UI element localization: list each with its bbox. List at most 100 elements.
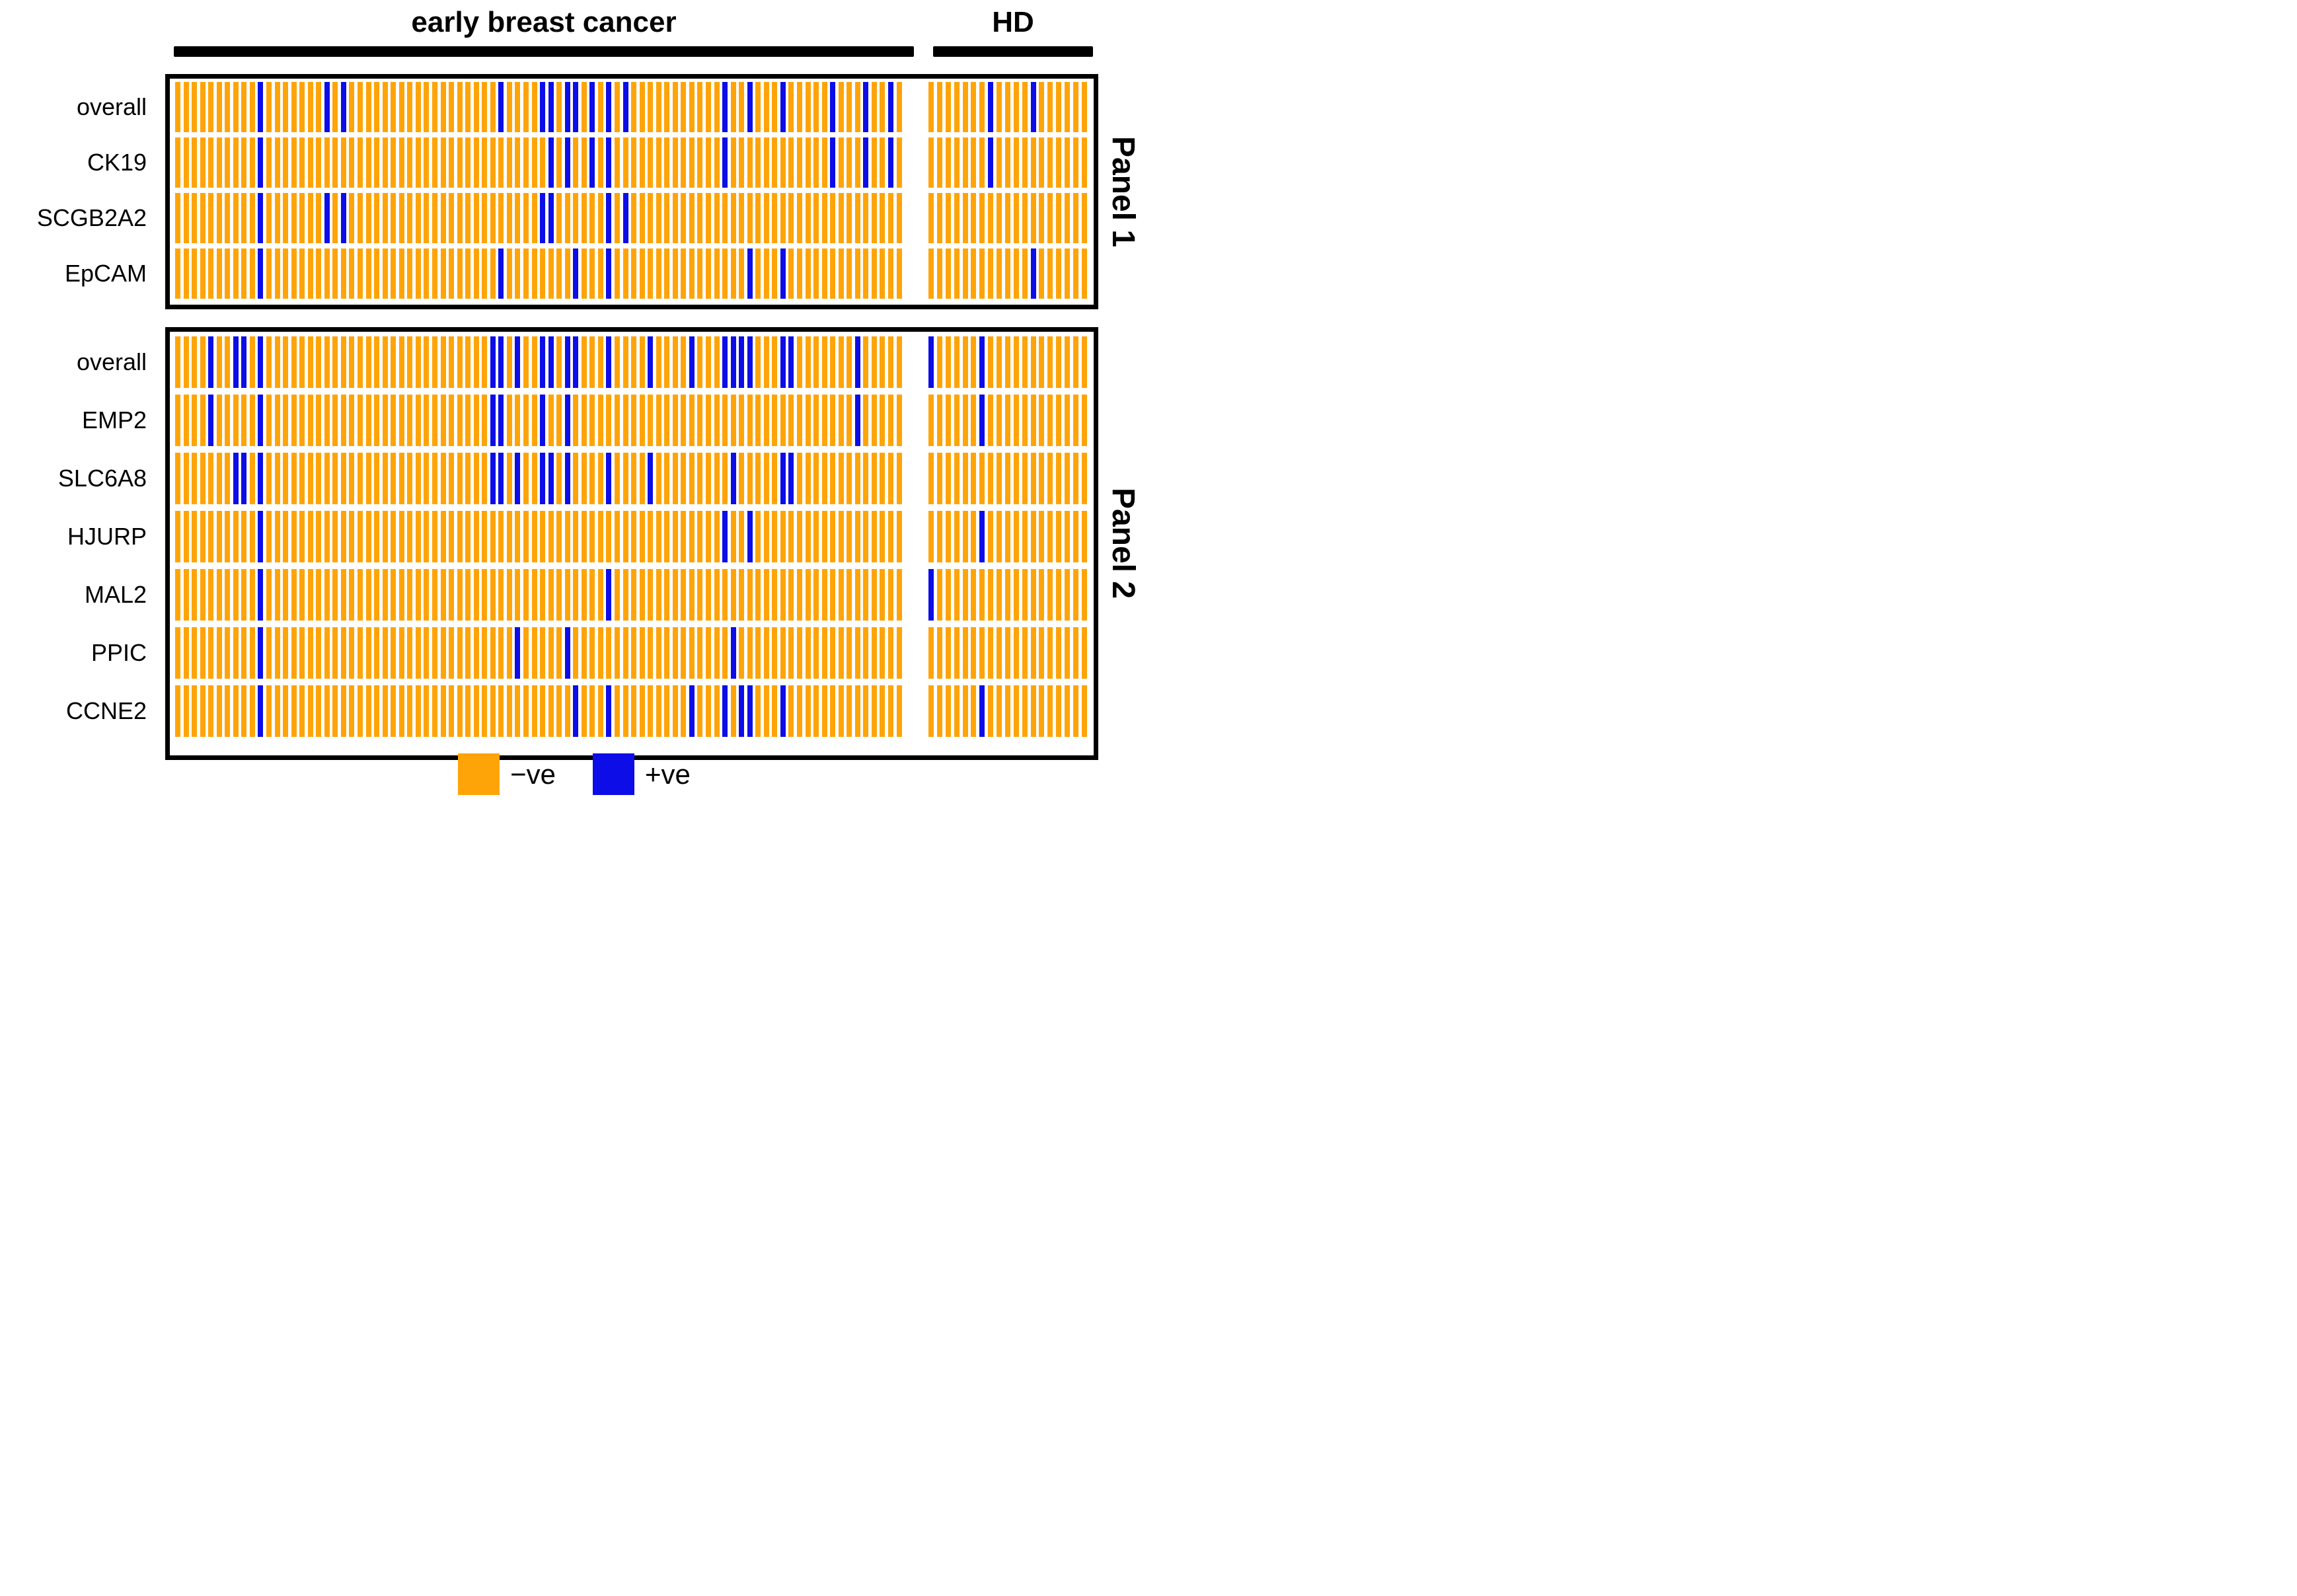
sample-bar <box>936 453 942 504</box>
sample-bar <box>1004 453 1010 504</box>
sample-bar <box>863 193 869 243</box>
sample-bar <box>465 82 471 132</box>
sample-bar <box>622 511 628 562</box>
sample-bar <box>730 137 736 188</box>
sample-bar <box>540 248 546 299</box>
group-gap <box>902 569 928 621</box>
sample-bar <box>1030 248 1036 299</box>
sample-bar <box>722 569 728 621</box>
sample-bar <box>283 336 289 388</box>
sample-bar <box>648 453 654 504</box>
sample-bar <box>175 248 180 299</box>
sample-bar <box>249 248 255 299</box>
sample-bar <box>291 82 297 132</box>
sample-bar <box>772 395 778 446</box>
sample-bar <box>631 685 637 737</box>
sample-bar <box>340 569 346 621</box>
sample-bar <box>283 569 289 621</box>
hd-bar-group <box>928 569 1087 621</box>
sample-bar <box>755 685 761 737</box>
sample-bar <box>291 569 297 621</box>
sample-bar <box>813 511 819 562</box>
sample-bar <box>473 193 479 243</box>
sample-bar <box>208 627 214 679</box>
sample-bar <box>1039 453 1045 504</box>
ebc-bar-group <box>175 395 902 446</box>
sample-bar <box>515 336 521 388</box>
sample-bar <box>415 193 421 243</box>
sample-bar <box>432 453 437 504</box>
sample-bar <box>805 336 811 388</box>
ebc-bar-group <box>175 511 902 562</box>
sample-bar <box>755 395 761 446</box>
sample-bar <box>490 395 496 446</box>
sample-bar <box>299 193 305 243</box>
hd-bar-group <box>928 395 1087 446</box>
sample-bar <box>813 137 819 188</box>
sample-bar <box>200 627 206 679</box>
sample-bar <box>979 395 985 446</box>
sample-bar <box>249 569 255 621</box>
sample-bar <box>614 395 620 446</box>
sample-bar <box>358 453 363 504</box>
sample-bar <box>1065 685 1070 737</box>
sample-bar <box>424 627 430 679</box>
sample-bar <box>622 248 628 299</box>
sample-bar <box>813 248 819 299</box>
sample-bar <box>531 453 537 504</box>
sample-bar <box>1004 248 1010 299</box>
sample-bar <box>681 569 687 621</box>
sample-bar <box>457 453 463 504</box>
sample-bar <box>200 336 206 388</box>
group-gap <box>902 336 928 388</box>
sample-bar <box>763 685 769 737</box>
sample-bar <box>631 627 637 679</box>
group-gap <box>902 248 928 299</box>
sample-bar <box>706 248 711 299</box>
sample-bar <box>581 453 587 504</box>
sample-bar <box>988 248 994 299</box>
sample-bar <box>274 248 280 299</box>
sample-bar <box>564 569 570 621</box>
sample-bar <box>772 685 778 737</box>
ebc-bar-group <box>175 193 902 243</box>
sample-bar <box>664 336 670 388</box>
sample-bar <box>1022 336 1028 388</box>
sample-bar <box>697 511 703 562</box>
sample-bar <box>697 569 703 621</box>
sample-bar <box>506 82 512 132</box>
sample-bar <box>407 137 413 188</box>
ebc-bar-group <box>175 685 902 737</box>
sample-bar <box>506 511 512 562</box>
sample-bar <box>523 395 529 446</box>
sample-bar <box>216 395 222 446</box>
sample-bar <box>1081 193 1087 243</box>
sample-bar <box>291 395 297 446</box>
sample-bar <box>722 511 728 562</box>
sample-bar <box>523 453 529 504</box>
sample-bar <box>391 685 396 737</box>
sample-bar <box>928 395 934 446</box>
sample-bar <box>1022 569 1028 621</box>
sample-bar <box>614 82 620 132</box>
sample-bar <box>249 627 255 679</box>
sample-bar <box>274 193 280 243</box>
sample-bar <box>233 395 239 446</box>
sample-bar <box>498 336 504 388</box>
sample-bar <box>672 248 678 299</box>
sample-bar <box>382 395 388 446</box>
sample-bar <box>175 627 180 679</box>
sample-bar <box>1081 569 1087 621</box>
sample-bar <box>564 137 570 188</box>
sample-bar <box>945 395 951 446</box>
sample-bar <box>449 248 455 299</box>
sample-bar <box>747 82 753 132</box>
sample-bar <box>821 453 827 504</box>
sample-bar <box>847 193 852 243</box>
sample-bar <box>979 511 985 562</box>
sample-bar <box>266 193 272 243</box>
sample-bar <box>622 685 628 737</box>
sample-bar <box>928 511 934 562</box>
sample-bar <box>747 511 753 562</box>
sample-bar <box>928 193 934 243</box>
